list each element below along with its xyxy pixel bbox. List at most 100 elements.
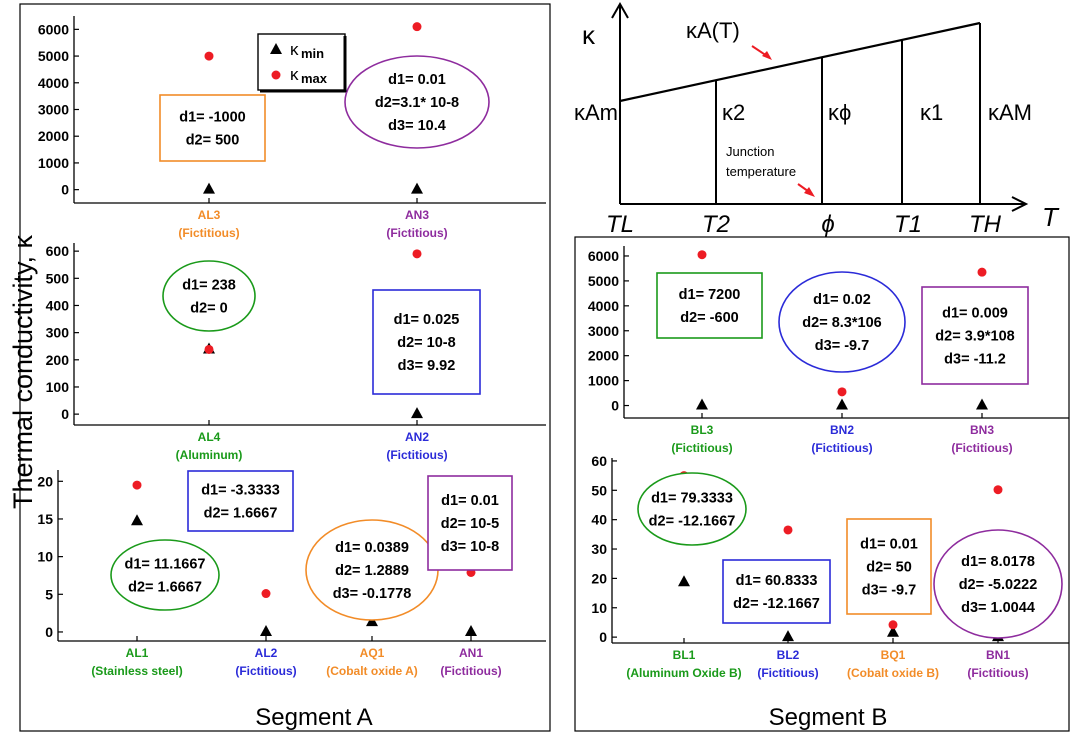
y-tick-label: 50 [591,482,607,498]
tick-t2: T2 [702,211,730,238]
y-tick-label: 2000 [588,348,619,364]
x-tick-description: (Fictitious) [386,448,447,462]
x-tick-label: AL1 [126,646,149,660]
junction-arrowhead [804,187,815,197]
line-label-arrowhead [762,51,772,60]
x-tick-description: (Fictitious) [440,664,501,678]
y-tick-label: 200 [46,352,70,368]
right-label: κAM [988,100,1032,125]
kmax-point [977,267,987,277]
x-tick-label: BN3 [970,423,994,437]
x-tick-label: AL3 [198,208,221,222]
parameter-box [159,94,266,162]
kmax-point [261,589,271,599]
parameter-text: d2= -600 [680,310,738,326]
parameter-text: d2= 0 [190,301,227,317]
y-tick-label: 1000 [38,155,69,171]
parameter-ellipse [637,472,747,546]
parameter-text: d1= 7200 [679,287,741,303]
y-tick-label: 5000 [38,48,69,64]
x-tick-label: AN3 [405,208,429,222]
parameter-ellipse [933,529,1063,639]
kmin-point [678,575,690,587]
kmax-point [204,51,214,61]
parameter-text: d2= 10-5 [441,516,499,532]
kmin-point [836,398,848,410]
parameter-text: d2= 8.3*106 [802,315,881,331]
kmax-point [783,525,793,535]
y-tick-label: 4000 [588,298,619,314]
kmax-point [697,250,707,260]
left-label: κAm [574,100,618,125]
kmax-point [412,249,422,259]
parameter-text: d1= 0.02 [813,292,871,308]
x-tick-description: (Fictitious) [235,664,296,678]
line-label: κA(T) [686,18,740,43]
y-tick-label: 5000 [588,273,619,289]
parameter-box [427,475,513,571]
parameter-text: d2= 1.6667 [204,506,278,522]
legend-kmax-marker [271,70,281,80]
x-tick-label: AN2 [405,430,429,444]
parameter-text: d2= 1.6667 [128,580,202,596]
y-tick-label: 15 [37,511,53,527]
parameter-text: d1= 0.01 [388,72,446,88]
y-tick-label: 5 [45,586,53,602]
x-tick-label: BN2 [830,423,854,437]
junction-label-line1: Junction [726,144,774,159]
x-tick-description: (Aluminum Oxide B) [626,666,741,680]
legend-label-sub: min [301,46,324,61]
kmin-point [131,514,143,526]
parameter-text: d1= 0.01 [860,537,918,553]
region-label-k1: κ1 [920,100,943,125]
x-tick-label: BL2 [777,648,800,662]
x-tick-description: (Fictitious) [951,441,1012,455]
kmin-point [696,398,708,410]
parameter-text: d1= 8.0178 [961,554,1035,570]
parameter-text: d3= -0.1778 [333,586,412,602]
segment-b-title: Segment B [769,704,888,731]
region-label-kphi: κϕ [828,100,851,125]
kmin-point [887,625,899,637]
x-tick-description: (Cobalt oxide B) [847,666,939,680]
parameter-text: d3= 9.92 [398,358,456,374]
parameter-text: d2=3.1* 10-8 [375,95,459,111]
region-label-k2: κ2 [722,100,745,125]
tick-phi: ϕ [821,211,834,238]
diagram-x-label: T [1042,202,1060,232]
segment-a-title: Segment A [255,704,372,731]
parameter-text: d2= -5.0222 [959,577,1038,593]
y-tick-label: 4000 [38,75,69,91]
kmax-point [993,485,1003,495]
x-tick-label: AQ1 [360,646,385,660]
panel-a-bot: 0 5 10 15 20 AL1 (Stainless steel) AL2 (Fictitio… [37,470,546,678]
x-tick-label: BN1 [986,648,1010,662]
kmax-point [837,387,847,397]
x-tick-description: (Fictitious) [178,226,239,240]
parameter-ellipse [110,539,220,611]
diagram-y-arrowhead [611,1,629,19]
y-tick-label: 20 [591,570,607,586]
kmin-point [465,624,477,636]
y-tick-label: 0 [45,624,53,640]
parameter-ellipse [344,55,490,149]
y-tick-label: 400 [46,297,70,313]
parameter-text: d1= 0.025 [394,312,460,328]
parameter-text: d3= -9.7 [815,338,869,354]
tick-th: TH [969,211,1002,238]
y-tick-label: 100 [46,379,70,395]
kmin-point [203,182,215,194]
parameter-text: d2= -12.1667 [649,514,736,530]
parameter-text: d3= 10-8 [441,539,499,555]
x-tick-description: (Fictitious) [671,441,732,455]
y-tick-label: 2000 [38,128,69,144]
temperature-diagram: κ T κA(T) Junction temperature κAm κAM κ… [574,1,1060,238]
y-tick-label: 1000 [588,373,619,389]
parameter-text: d2= 10-8 [397,335,455,351]
tick-tl: TL [606,211,634,238]
y-axis-label: Thermal conductivity, κ [8,234,38,509]
kmax-point [412,22,422,32]
x-tick-description: (Aluminum) [176,448,243,462]
panel-b-top: 0 1000 2000 3000 4000 5000 6000 BL3 (Fictitious)… [588,246,1069,455]
parameter-text: d1= 11.1667 [124,557,205,573]
